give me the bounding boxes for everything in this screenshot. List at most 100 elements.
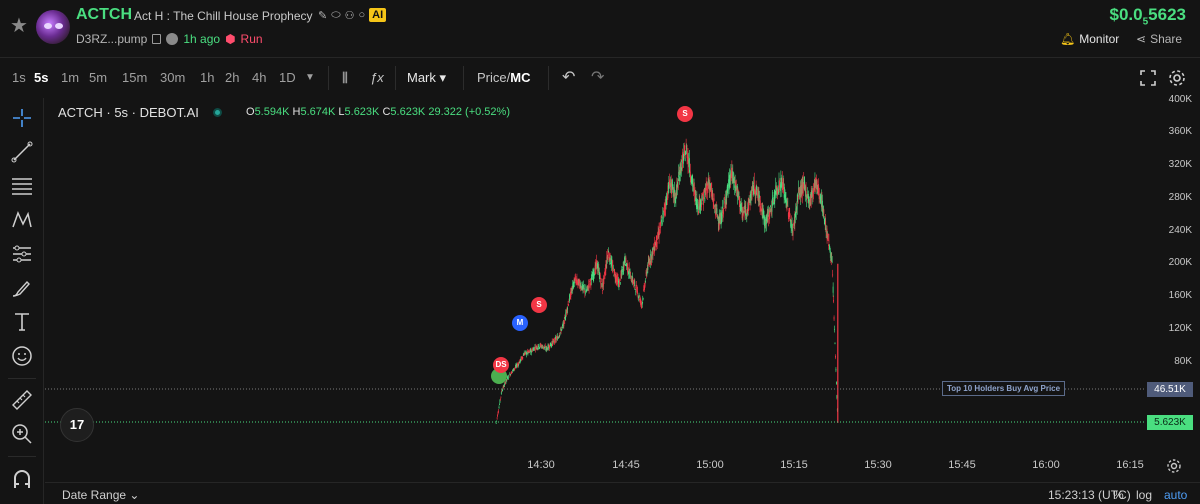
candle-body bbox=[505, 382, 506, 385]
candle-body bbox=[584, 290, 586, 294]
candle-body bbox=[508, 376, 510, 378]
candle-body bbox=[665, 203, 666, 209]
candle-body bbox=[592, 272, 594, 277]
candle-body bbox=[530, 349, 532, 352]
edit-icon[interactable]: ✎ bbox=[318, 9, 328, 22]
zoom-icon[interactable] bbox=[10, 422, 34, 446]
candle-body bbox=[502, 388, 504, 391]
candle-body bbox=[808, 200, 810, 204]
ai-badge[interactable]: AI bbox=[369, 8, 387, 22]
timeframe-1s[interactable]: 1s bbox=[12, 70, 26, 85]
log-toggle[interactable]: log bbox=[1136, 488, 1153, 502]
candle-body bbox=[568, 304, 569, 306]
candle-body bbox=[498, 407, 500, 409]
indicators-icon[interactable]: ƒx bbox=[370, 70, 384, 85]
candle-body bbox=[580, 285, 582, 288]
timeframe-5s[interactable]: 5s bbox=[34, 70, 49, 85]
candle-body bbox=[525, 351, 526, 353]
candles-icon[interactable]: ⫼ bbox=[342, 70, 348, 85]
candle-body bbox=[785, 198, 787, 202]
timeframe-15m[interactable]: 15m bbox=[122, 70, 148, 85]
monitor-button[interactable]: 🔔︎ Monitor bbox=[1060, 32, 1120, 46]
chart-toolbar: 1s 5s 1m 5m 15m 30m 1h 2h 4h 1D ▼ ⫼ ƒx M… bbox=[0, 58, 1200, 98]
redo-icon[interactable]: ↷ bbox=[591, 69, 605, 86]
date-range-dropdown[interactable]: Date Range ⌄ bbox=[62, 488, 140, 502]
axis-settings-icon[interactable] bbox=[1166, 458, 1182, 474]
text-icon[interactable] bbox=[10, 310, 34, 334]
x-tick: 14:45 bbox=[612, 459, 640, 471]
candle-body bbox=[688, 159, 689, 164]
time-axis[interactable]: 14:30 14:45 15:00 15:15 15:30 15:45 16:0… bbox=[45, 456, 1145, 478]
fib-icon[interactable] bbox=[10, 174, 34, 198]
candle-body bbox=[737, 186, 738, 198]
candle-body bbox=[591, 275, 593, 277]
ruler-icon[interactable] bbox=[10, 388, 34, 412]
pill-icon[interactable]: ⬭ bbox=[331, 8, 341, 21]
emoji-icon[interactable] bbox=[10, 344, 34, 368]
star-icon[interactable]: ★ bbox=[10, 15, 28, 37]
x-tick: 16:00 bbox=[1032, 459, 1060, 471]
undo-icon[interactable]: ↶ bbox=[562, 69, 576, 86]
dev-sell-marker[interactable]: DS bbox=[493, 357, 509, 373]
candle-body bbox=[768, 209, 770, 217]
timeframe-1h[interactable]: 1h bbox=[200, 70, 215, 85]
candle-body bbox=[754, 190, 756, 194]
copy-icon[interactable] bbox=[152, 34, 162, 44]
candle-body bbox=[624, 257, 625, 264]
share-button[interactable]: ⋖ Share bbox=[1136, 32, 1183, 46]
candle-body bbox=[563, 320, 565, 327]
candle-body bbox=[653, 249, 655, 251]
mark-dropdown[interactable]: Mark ▾ bbox=[407, 70, 447, 85]
mid-marker[interactable]: M bbox=[512, 315, 528, 331]
timeframe-4h[interactable]: 4h bbox=[252, 70, 267, 85]
sell-marker[interactable]: S bbox=[531, 297, 547, 313]
utc-clock[interactable]: 15:23:13 (UTC) bbox=[1048, 488, 1131, 502]
sell-marker[interactable]: S bbox=[677, 106, 693, 122]
percent-toggle[interactable]: % bbox=[1113, 488, 1124, 502]
candle-body bbox=[734, 185, 736, 188]
projection-icon[interactable] bbox=[10, 242, 34, 266]
pattern-icon[interactable] bbox=[10, 208, 34, 232]
timeframe-5m[interactable]: 5m bbox=[89, 70, 108, 85]
search-icon[interactable]: ○ bbox=[358, 9, 366, 21]
candle-body bbox=[830, 260, 832, 262]
people-icon[interactable]: ⚇ bbox=[344, 9, 355, 22]
candle-body bbox=[640, 301, 642, 305]
candle-body bbox=[633, 282, 634, 284]
candle-body bbox=[554, 341, 555, 343]
token-header: ★ ACTCH Act H : The Chill House Prophecy… bbox=[0, 0, 1200, 58]
crosshair-icon[interactable] bbox=[10, 106, 34, 130]
candle-body bbox=[807, 199, 809, 203]
candle-body bbox=[762, 209, 764, 221]
candle-body bbox=[670, 183, 672, 185]
candle-body bbox=[816, 181, 818, 193]
timeframe-1d[interactable]: 1D bbox=[279, 70, 296, 85]
candle-body bbox=[557, 337, 559, 338]
price-mc-toggle[interactable]: Price/MC bbox=[477, 70, 531, 85]
contract-address[interactable]: D3RZ...pump bbox=[76, 32, 148, 46]
candle-body bbox=[772, 195, 774, 197]
timeframe-2h[interactable]: 2h bbox=[225, 70, 240, 85]
magnet-icon[interactable] bbox=[10, 468, 34, 492]
candle-body bbox=[705, 183, 707, 188]
candle-body bbox=[717, 215, 719, 217]
trendline-icon[interactable] bbox=[10, 140, 34, 164]
auto-scale-toggle[interactable]: auto bbox=[1164, 488, 1188, 502]
tradingview-logo[interactable]: 17 bbox=[60, 408, 94, 442]
candle-body bbox=[567, 304, 569, 306]
fullscreen-icon[interactable] bbox=[1138, 68, 1158, 88]
candle-body bbox=[814, 179, 815, 191]
candle-body bbox=[666, 193, 668, 197]
candle-body bbox=[778, 180, 780, 194]
gear-icon[interactable] bbox=[1167, 68, 1187, 88]
candle-body bbox=[831, 257, 833, 261]
candle-body bbox=[725, 202, 727, 206]
chevron-down-icon[interactable]: ▼ bbox=[305, 72, 315, 83]
brush-icon[interactable] bbox=[10, 276, 34, 300]
timeframe-30m[interactable]: 30m bbox=[160, 70, 186, 85]
run-label[interactable]: Run bbox=[240, 32, 263, 46]
price-chart[interactable] bbox=[45, 98, 1145, 456]
price-axis[interactable]: 400K 360K 320K 280K 240K 200K 160K 120K … bbox=[1145, 94, 1200, 456]
timeframe-1m[interactable]: 1m bbox=[61, 70, 80, 85]
candlestick-chart[interactable] bbox=[45, 98, 1145, 456]
